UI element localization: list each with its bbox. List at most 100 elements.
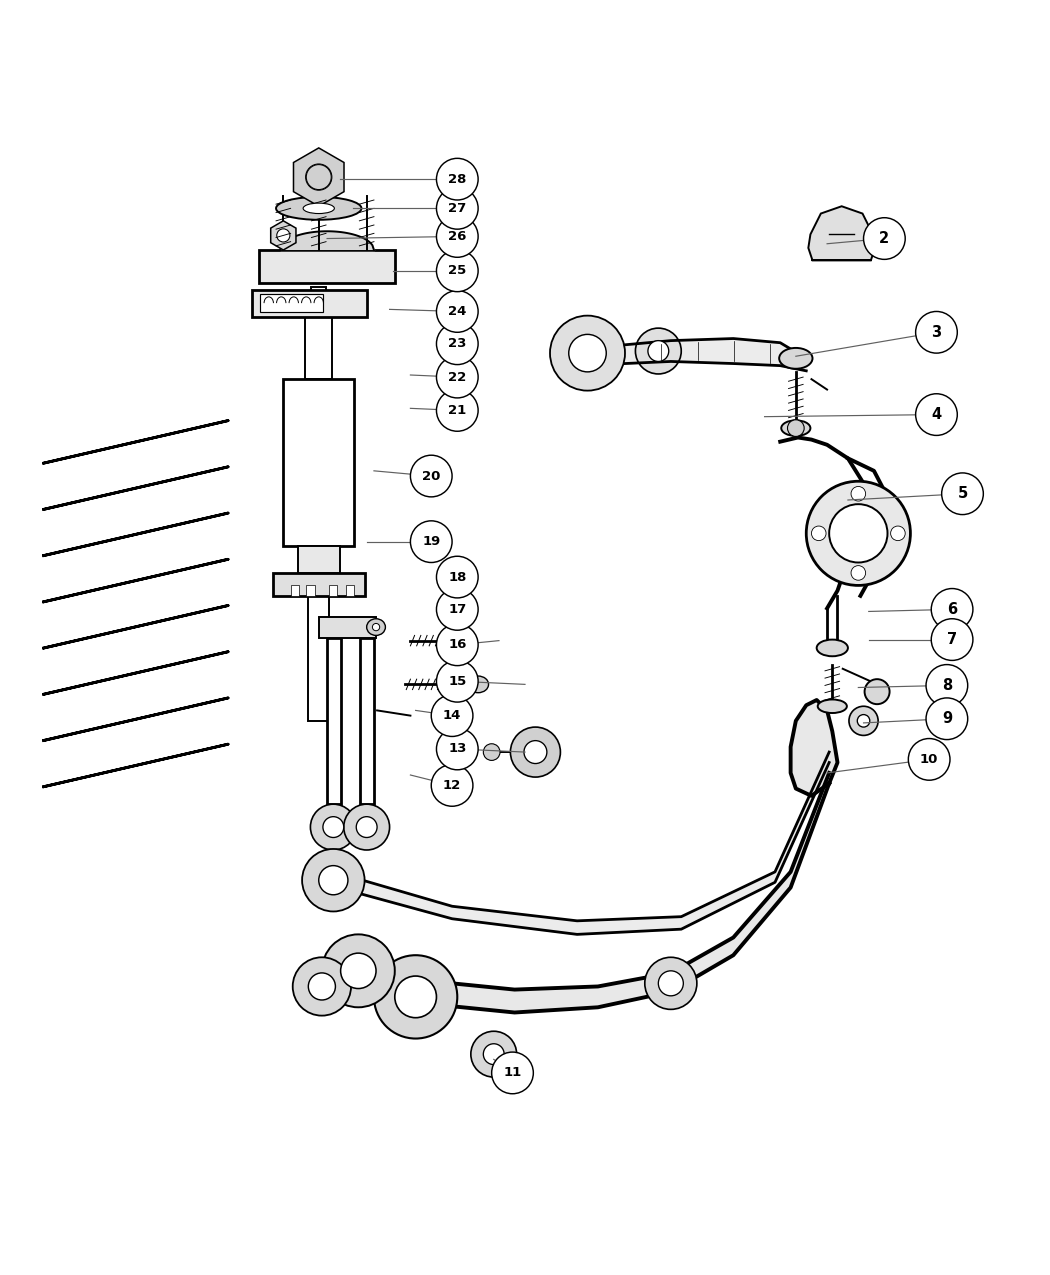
Circle shape: [311, 805, 356, 850]
Circle shape: [524, 741, 547, 764]
Text: 9: 9: [942, 711, 952, 727]
Text: 28: 28: [448, 172, 466, 186]
FancyBboxPatch shape: [259, 250, 395, 283]
Polygon shape: [271, 221, 296, 250]
Circle shape: [864, 680, 889, 704]
Circle shape: [470, 1031, 517, 1077]
Circle shape: [437, 623, 478, 666]
Circle shape: [926, 664, 968, 706]
Text: 18: 18: [448, 571, 466, 584]
Bar: [307, 585, 315, 595]
Polygon shape: [294, 148, 344, 207]
Circle shape: [323, 817, 343, 838]
Circle shape: [307, 164, 331, 190]
Circle shape: [411, 520, 453, 562]
Ellipse shape: [442, 632, 462, 649]
Text: 4: 4: [931, 407, 942, 422]
Text: 26: 26: [448, 230, 466, 244]
Circle shape: [395, 977, 437, 1017]
Circle shape: [648, 340, 669, 361]
Circle shape: [293, 958, 351, 1016]
Circle shape: [374, 955, 458, 1039]
Circle shape: [437, 660, 478, 703]
Text: 21: 21: [448, 404, 466, 417]
Bar: [360, 638, 374, 805]
Circle shape: [437, 250, 478, 292]
Ellipse shape: [467, 676, 488, 692]
Circle shape: [863, 218, 905, 259]
Circle shape: [931, 618, 973, 660]
Circle shape: [322, 935, 395, 1007]
Bar: [328, 638, 340, 805]
Text: 5: 5: [958, 486, 968, 501]
Bar: [345, 585, 354, 595]
Bar: [284, 379, 354, 546]
Text: 2: 2: [879, 231, 889, 246]
Circle shape: [788, 419, 804, 436]
Text: 15: 15: [448, 674, 466, 687]
Circle shape: [658, 970, 684, 996]
Circle shape: [437, 556, 478, 598]
Circle shape: [343, 805, 390, 850]
Circle shape: [437, 356, 478, 398]
Text: 6: 6: [947, 602, 958, 617]
Ellipse shape: [276, 196, 361, 219]
Ellipse shape: [366, 618, 385, 635]
Circle shape: [411, 455, 453, 497]
Circle shape: [812, 527, 826, 541]
FancyBboxPatch shape: [273, 572, 364, 595]
Text: 20: 20: [422, 469, 440, 482]
Bar: [312, 287, 327, 309]
Text: 16: 16: [448, 639, 466, 652]
Circle shape: [302, 849, 364, 912]
Circle shape: [916, 311, 958, 353]
Circle shape: [645, 958, 697, 1010]
Circle shape: [306, 164, 332, 190]
Text: 7: 7: [947, 632, 958, 648]
Circle shape: [437, 323, 478, 365]
Circle shape: [890, 527, 905, 541]
FancyBboxPatch shape: [298, 546, 339, 572]
Ellipse shape: [442, 676, 462, 692]
Circle shape: [437, 158, 478, 200]
Text: 12: 12: [443, 779, 461, 792]
Circle shape: [356, 817, 377, 838]
FancyBboxPatch shape: [319, 617, 376, 638]
Circle shape: [432, 695, 472, 737]
Circle shape: [437, 291, 478, 333]
Circle shape: [491, 1052, 533, 1094]
Bar: [291, 585, 299, 595]
Text: 19: 19: [422, 536, 440, 548]
Text: 3: 3: [931, 325, 942, 340]
Circle shape: [432, 765, 472, 806]
Circle shape: [437, 215, 478, 258]
Text: 27: 27: [448, 201, 466, 214]
Circle shape: [483, 743, 500, 760]
Bar: [309, 546, 329, 720]
Text: 25: 25: [448, 264, 466, 278]
Circle shape: [635, 328, 681, 374]
Circle shape: [569, 334, 606, 372]
Circle shape: [340, 954, 376, 988]
Text: 10: 10: [920, 752, 939, 766]
Circle shape: [931, 589, 973, 630]
Polygon shape: [791, 700, 838, 796]
Polygon shape: [808, 207, 875, 260]
Circle shape: [908, 738, 950, 780]
Text: 8: 8: [942, 678, 952, 692]
Circle shape: [437, 728, 478, 770]
Ellipse shape: [817, 640, 848, 657]
Circle shape: [437, 589, 478, 630]
Ellipse shape: [303, 203, 334, 213]
Circle shape: [806, 481, 910, 585]
Circle shape: [852, 487, 865, 501]
Ellipse shape: [373, 623, 380, 631]
Circle shape: [857, 714, 869, 727]
Bar: [260, 293, 323, 312]
Ellipse shape: [818, 700, 847, 713]
Text: 22: 22: [448, 371, 466, 384]
FancyBboxPatch shape: [252, 289, 366, 316]
Circle shape: [510, 727, 561, 776]
Ellipse shape: [779, 348, 813, 368]
Bar: [329, 585, 337, 595]
